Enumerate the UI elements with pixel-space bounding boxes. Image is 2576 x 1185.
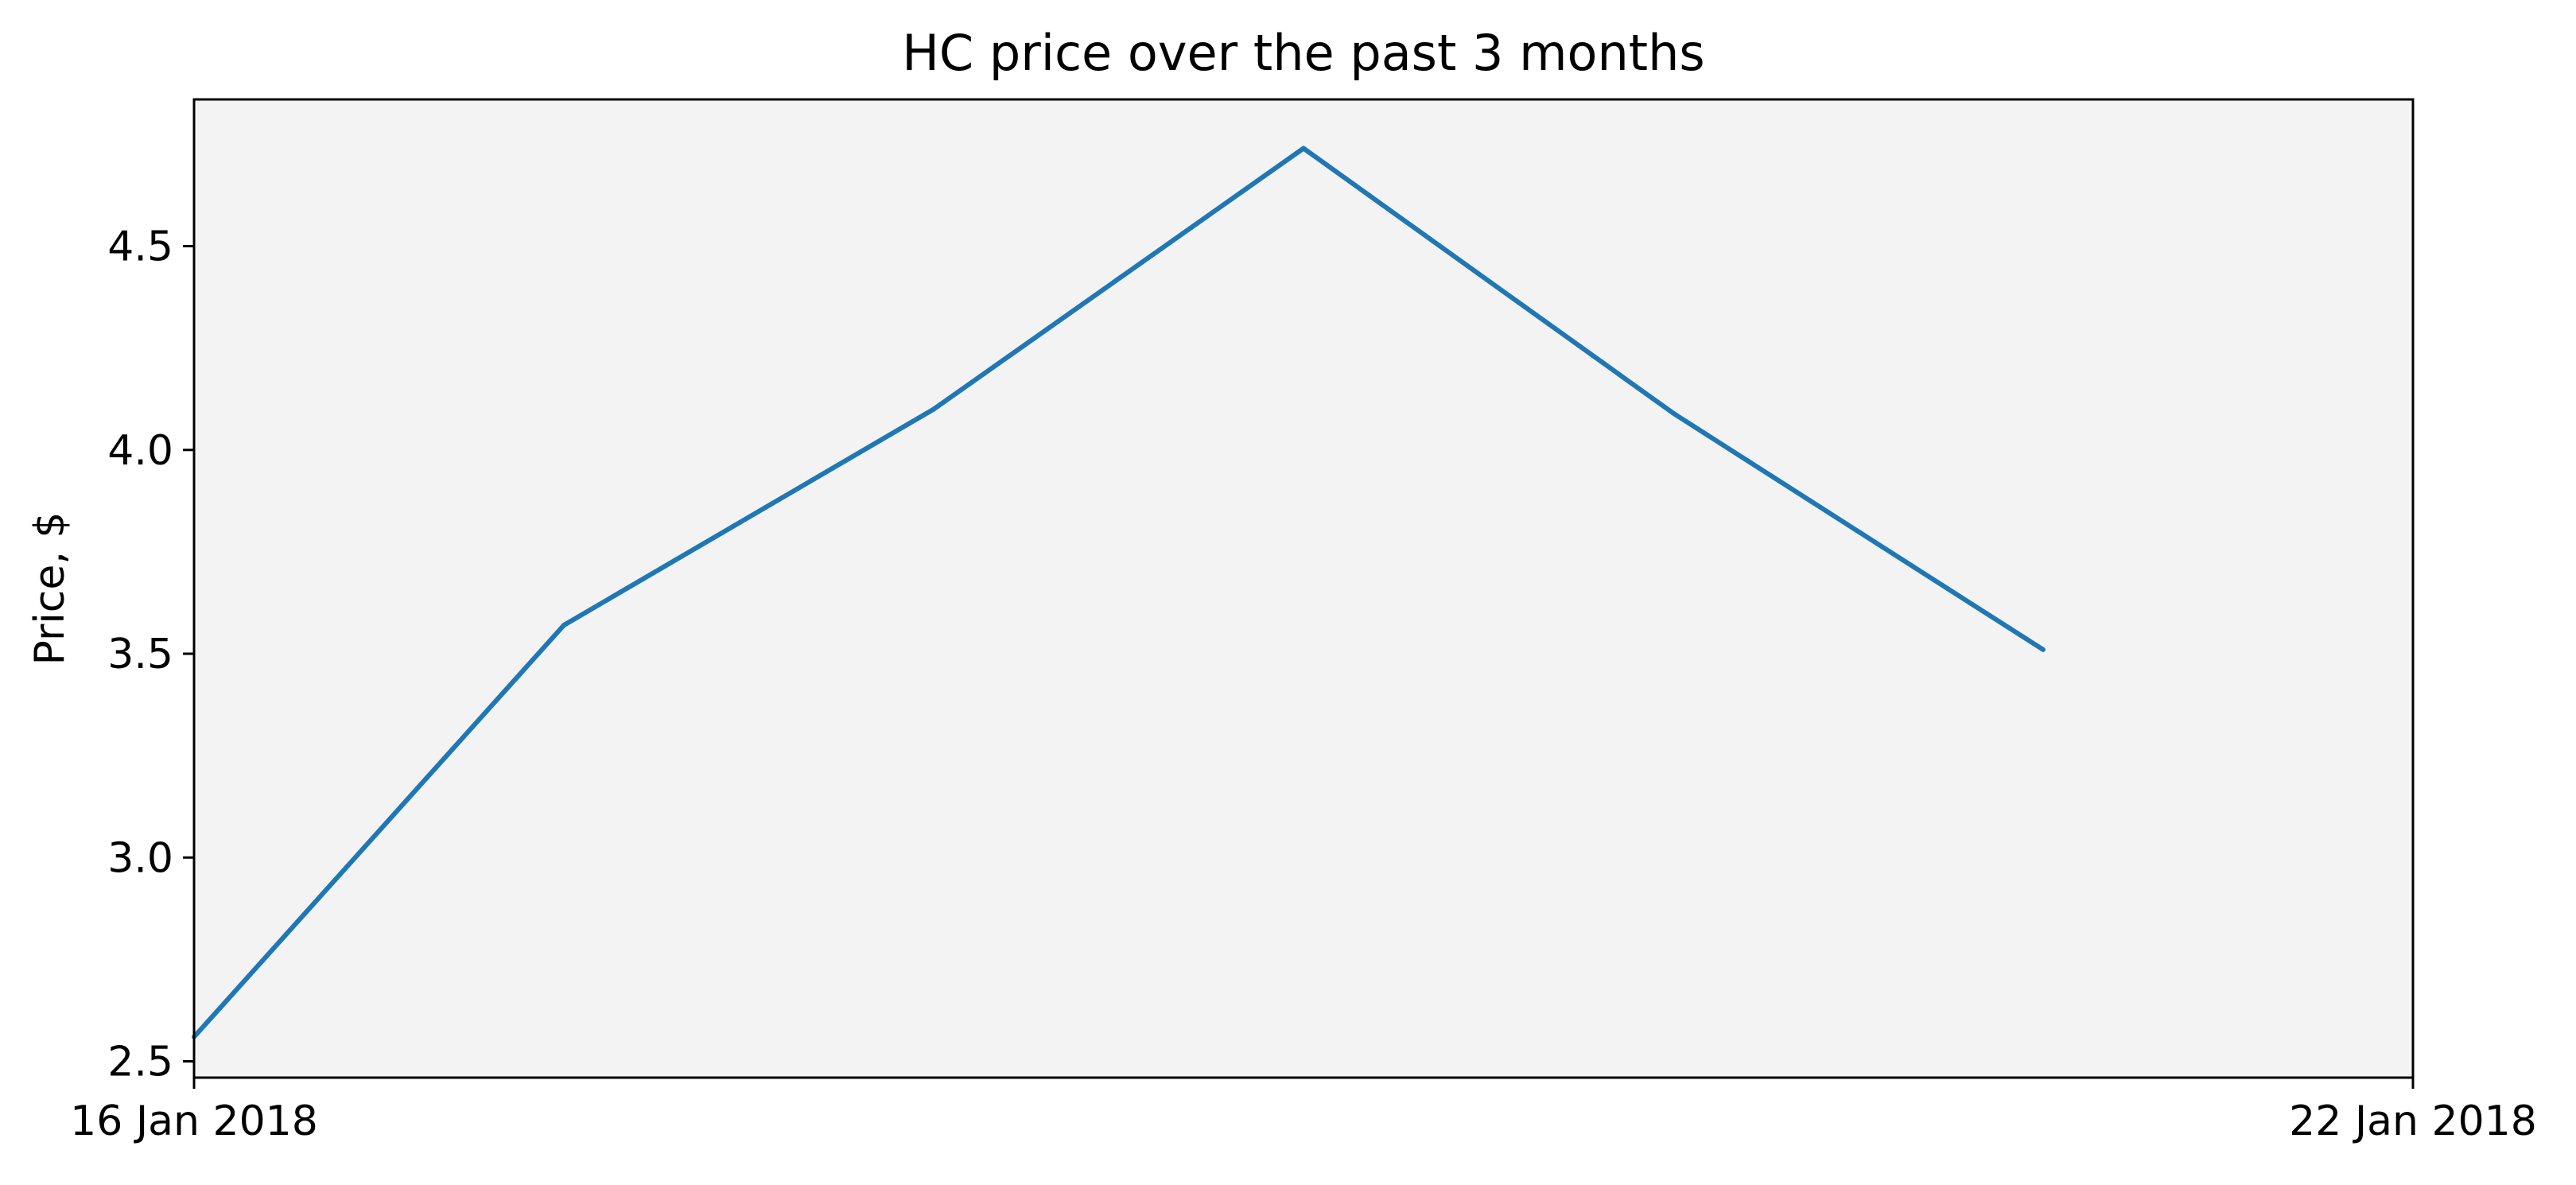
x-tick-label: 22 Jan 2018: [2289, 1098, 2537, 1145]
x-tick-label: 16 Jan 2018: [70, 1098, 318, 1145]
y-axis-label: Price, $: [26, 512, 74, 666]
data-point: [931, 406, 936, 412]
plot-area: [194, 99, 2413, 1078]
data-point: [1301, 146, 1306, 151]
y-tick-label: 2.5: [107, 1039, 173, 1086]
series-layer: [192, 146, 2046, 1039]
data-point: [561, 623, 566, 628]
y-tick-label: 3.5: [107, 631, 173, 678]
series-line: [192, 146, 2045, 1039]
data-point: [2041, 647, 2046, 652]
plot-frame: [192, 98, 2415, 1079]
chart-title: HC price over the past 3 months: [902, 24, 1704, 82]
y-axis: 2.5 3.0 3.5 4.0 4.5: [107, 223, 194, 1086]
data-point: [1671, 410, 1676, 416]
x-axis: 16 Jan 2018 22 Jan 2018: [70, 1078, 2537, 1145]
y-tick-label: 4.0: [107, 427, 173, 475]
y-tick-label: 4.5: [107, 223, 173, 271]
y-tick-label: 3.0: [107, 834, 173, 882]
